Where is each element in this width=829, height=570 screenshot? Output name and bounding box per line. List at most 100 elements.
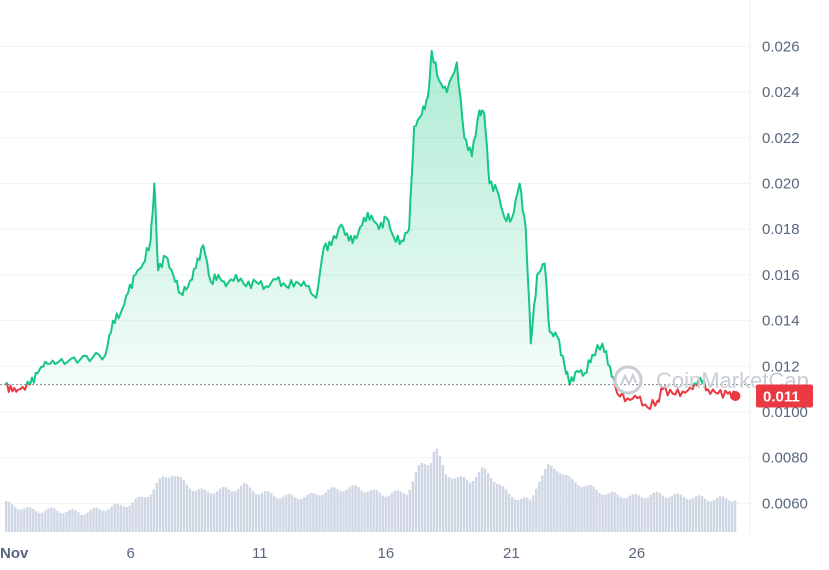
volume-bar [529,499,532,532]
volume-bar [498,485,502,532]
volume-bar [414,472,418,532]
volume-bar [619,497,622,532]
volume-bar [26,507,29,532]
volume-bar [306,494,309,532]
volume-bar [227,489,231,532]
volume-bar [501,486,505,532]
current-price-badge-bg [756,384,813,408]
volume-bar [697,495,701,532]
volume-bar [393,490,396,532]
volume-bar [164,477,168,532]
volume-bar [122,506,125,532]
volume-bar [282,496,285,532]
y-axis-ticks: 0.026 0.024 0.022 0.020 0.018 0.016 0.014 0.012… [762,38,808,512]
volume-bar [11,504,14,532]
volume-bar [339,491,342,532]
volume-bar [357,487,360,532]
volume-bar [258,494,261,532]
volume-bar [155,483,158,532]
volume-bar [450,478,454,532]
volume-bar [547,464,550,532]
volume-bar [194,490,198,532]
volume-bar [315,494,318,532]
volume-bar [185,484,189,532]
volume-bar [360,490,363,532]
coinmarketcap-logo-mark [620,372,637,387]
volume-bar [366,491,369,532]
volume-bar [47,508,50,532]
volume-bar [264,491,267,532]
volume-bar [179,477,183,532]
current-price-badge: 0.011 [730,384,813,408]
volume-bar [38,512,41,532]
volume-bar [592,486,595,532]
volume-bar [483,468,487,532]
volume-bar [423,464,427,532]
volume-bar [670,495,674,532]
volume-bar [429,463,433,532]
volume-bar [285,494,288,532]
volume-bar [23,508,26,532]
volume-bar [661,495,665,532]
y-tick-label: 0.012 [762,358,800,375]
volume-bar [267,491,270,532]
y-tick-label: 0.026 [762,38,800,55]
price-area [5,51,705,385]
volume-bar [254,494,258,532]
volume-bar [706,500,710,532]
volume-bar [125,507,128,532]
volume-bar [550,465,553,532]
x-axis-ticks: Nov 6 11 16 21 26 [0,545,645,562]
volume-bar [131,502,134,532]
x-tick-label: 26 [629,545,646,562]
volume-bar [508,493,511,532]
volume-bar [50,507,53,532]
volume-bar [535,488,538,532]
volume-bar [405,494,408,532]
volume-bar [35,511,38,532]
volume-bar [297,499,300,532]
volume-bar [59,513,62,532]
x-tick-label: 16 [378,545,395,562]
volume-bar [128,505,131,532]
volume-bar [233,491,237,532]
volume-bar [477,471,481,532]
volume-bar [342,491,345,532]
volume-bar [77,512,80,532]
volume-bar [565,474,568,532]
volume-bar [444,474,448,532]
volume-bar [553,468,556,532]
volume-bar [65,512,68,532]
volume-bar [538,481,541,532]
volume-bar [468,482,472,532]
volume-bar [658,492,662,532]
volume-bar [288,493,291,532]
volume-bar [140,496,143,532]
volume-bar [523,497,526,532]
y-tick-label: 0.016 [762,267,800,284]
y-tick-label: 0.022 [762,130,800,147]
volume-bar [640,497,643,532]
volume-bar [465,479,469,532]
volume-bar [327,489,330,532]
volume-bar [489,478,493,532]
volume-bar [378,492,381,532]
volume-bar [98,508,101,532]
volume-bar [239,485,243,532]
volume-bar [62,513,65,532]
volume-bar [83,514,86,532]
volume-bar [354,485,357,532]
volume-bar [324,492,327,532]
volume-bar [92,507,95,532]
volume-bar [733,500,737,532]
volume-bar [303,497,306,532]
volume-bar [32,508,35,532]
volume-bar [270,493,273,532]
volume-bar [643,498,646,532]
volume-bar [399,491,402,532]
volume-bar [44,510,47,532]
volume-bar [601,494,604,532]
y-tick-label: 0.014 [762,313,800,330]
volume-bar [583,486,586,532]
